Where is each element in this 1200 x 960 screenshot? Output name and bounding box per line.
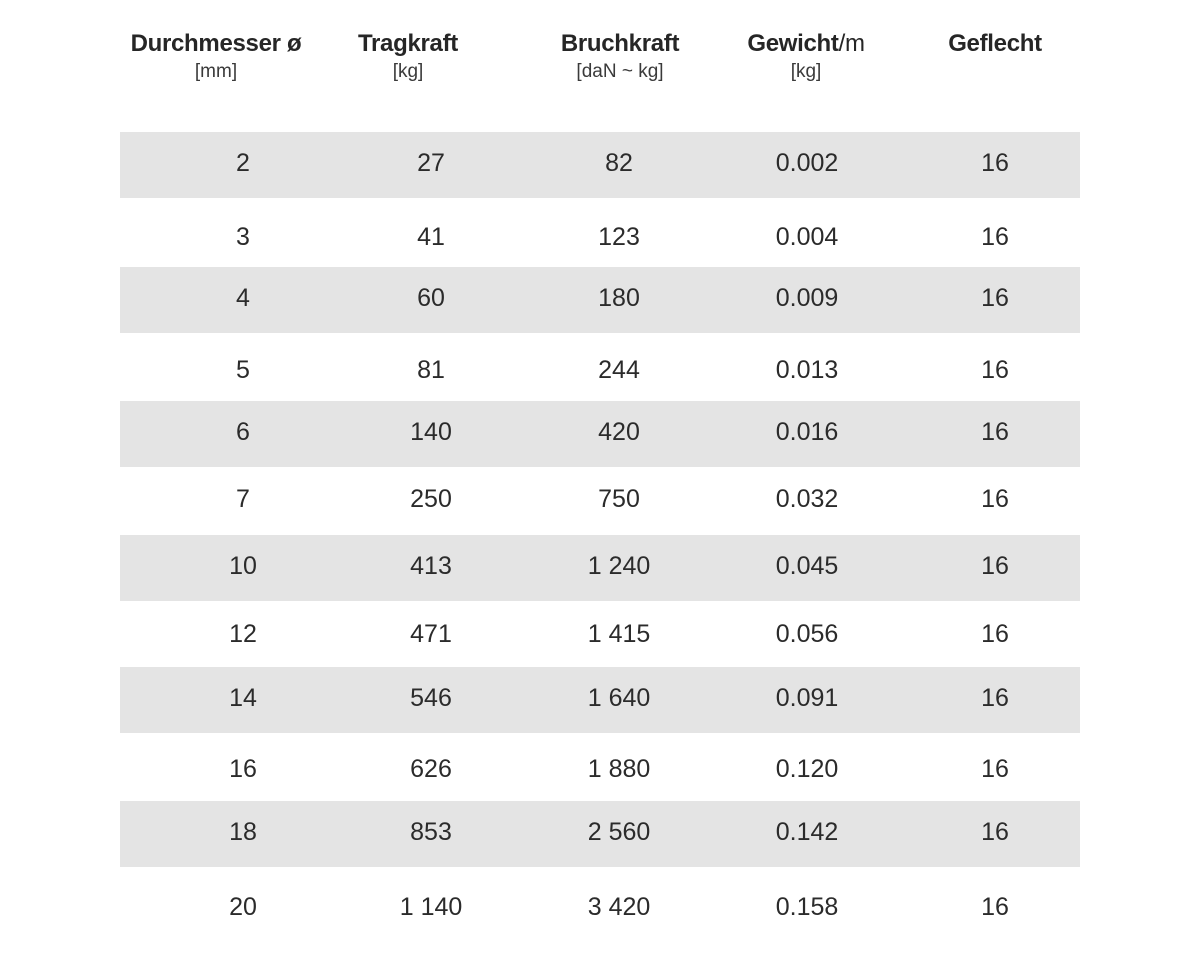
table-cell: 1 415	[587, 620, 651, 648]
header-title-text: Tragkraft	[357, 30, 458, 57]
table-cell: 16	[981, 818, 1009, 846]
table-cell: 18	[229, 818, 257, 846]
table-cell: 14	[229, 684, 257, 712]
header-title: Tragkraft	[312, 30, 504, 59]
specification-table: Durchmesser ø [mm] Tragkraft [kg] Bruchk…	[120, 0, 1080, 960]
table-cell: 0.091	[775, 684, 839, 712]
table-cell: 180	[598, 284, 640, 312]
table-cell: 0.120	[775, 755, 839, 783]
table-cell: 16	[981, 418, 1009, 446]
table-row: 16 626 1 880 0.120 16	[120, 735, 1080, 801]
table-cell: 20	[229, 893, 257, 921]
header-title-text: Gewicht	[747, 30, 839, 57]
table-cell: 5	[236, 356, 250, 384]
table-cell: 82	[605, 149, 633, 177]
table-row: 4 60 180 0.009 16	[120, 267, 1080, 333]
header-tragkraft: Tragkraft [kg]	[312, 30, 504, 84]
table-cell: 16	[981, 620, 1009, 648]
table-cell: 3	[236, 223, 250, 251]
table-row: 6 140 420 0.016 16	[120, 401, 1080, 467]
table-cell: 0.013	[775, 356, 839, 384]
table-row: 18 853 2 560 0.142 16	[120, 801, 1080, 867]
table-row: 20 1 140 3 420 0.158 16	[120, 869, 1080, 945]
table-cell: 0.142	[775, 818, 839, 846]
table-cell: 3 420	[587, 893, 651, 921]
table-cell: 12	[229, 620, 257, 648]
header-gewicht: Gewicht/m [kg]	[710, 30, 902, 84]
table-cell: 250	[410, 485, 452, 513]
table-cell: 853	[410, 818, 452, 846]
table-cell: 16	[981, 755, 1009, 783]
table-row: 14 546 1 640 0.091 16	[120, 667, 1080, 733]
table-cell: 41	[417, 223, 445, 251]
table-cell: 27	[417, 149, 445, 177]
table-cell: 16	[981, 684, 1009, 712]
table-cell: 16	[229, 755, 257, 783]
table-cell: 16	[981, 356, 1009, 384]
table-cell: 6	[236, 418, 250, 446]
header-title: Geflecht	[899, 30, 1091, 59]
table-cell: 0.009	[775, 284, 839, 312]
table-cell: 1 880	[587, 755, 651, 783]
table-cell: 244	[598, 356, 640, 384]
table-cell: 140	[410, 418, 452, 446]
table-cell: 0.004	[775, 223, 839, 251]
table-row: 7 250 750 0.032 16	[120, 469, 1080, 533]
table-cell: 16	[981, 149, 1009, 177]
table-cell: 750	[598, 485, 640, 513]
table-cell: 7	[236, 485, 250, 513]
table-cell: 0.032	[775, 485, 839, 513]
header-title-text: Durchmesser ø	[130, 30, 302, 57]
table-cell: 16	[981, 223, 1009, 251]
table-cell: 60	[417, 284, 445, 312]
table-cell: 10	[229, 552, 257, 580]
table-row: 2 27 82 0.002 16	[120, 132, 1080, 198]
header-title-text: Bruchkraft	[560, 30, 680, 57]
header-unit: [kg]	[790, 60, 822, 82]
table-row: 10 413 1 240 0.045 16	[120, 535, 1080, 601]
table-cell: 16	[981, 552, 1009, 580]
table-row: 12 471 1 415 0.056 16	[120, 603, 1080, 667]
header-title: Gewicht/m	[710, 30, 902, 59]
table-cell: 123	[598, 223, 640, 251]
table-cell: 16	[981, 893, 1009, 921]
table-cell: 1 640	[587, 684, 651, 712]
header-unit: [daN ~ kg]	[576, 60, 664, 82]
table-row: 3 41 123 0.004 16	[120, 203, 1080, 267]
table-cell: 16	[981, 485, 1009, 513]
table-cell: 0.002	[775, 149, 839, 177]
table-cell: 2 560	[587, 818, 651, 846]
table-cell: 4	[236, 284, 250, 312]
table-cell: 626	[410, 755, 452, 783]
header-unit: [mm]	[194, 60, 238, 82]
table-cell: 2	[236, 149, 250, 177]
header-unit: [kg]	[392, 60, 424, 82]
table-cell: 16	[981, 284, 1009, 312]
header-geflecht: Geflecht	[899, 30, 1091, 61]
header-bruchkraft: Bruchkraft [daN ~ kg]	[524, 30, 716, 84]
table-cell: 0.016	[775, 418, 839, 446]
table-cell: 81	[417, 356, 445, 384]
table-cell: 471	[410, 620, 452, 648]
table-cell: 1 240	[587, 552, 651, 580]
table-row: 5 81 244 0.013 16	[120, 336, 1080, 402]
table-cell: 0.056	[775, 620, 839, 648]
table-cell: 420	[598, 418, 640, 446]
header-durchmesser: Durchmesser ø [mm]	[120, 30, 312, 84]
table-cell: 0.158	[775, 893, 839, 921]
table-header: Durchmesser ø [mm] Tragkraft [kg] Bruchk…	[120, 30, 1080, 110]
header-title: Durchmesser ø	[120, 30, 312, 59]
table-cell: 1 140	[399, 893, 463, 921]
header-title-text: Geflecht	[948, 30, 1042, 57]
table-cell: 546	[410, 684, 452, 712]
header-title: Bruchkraft	[524, 30, 716, 59]
table-cell: 0.045	[775, 552, 839, 580]
header-title-suffix: /m	[838, 30, 865, 57]
table-cell: 413	[410, 552, 452, 580]
